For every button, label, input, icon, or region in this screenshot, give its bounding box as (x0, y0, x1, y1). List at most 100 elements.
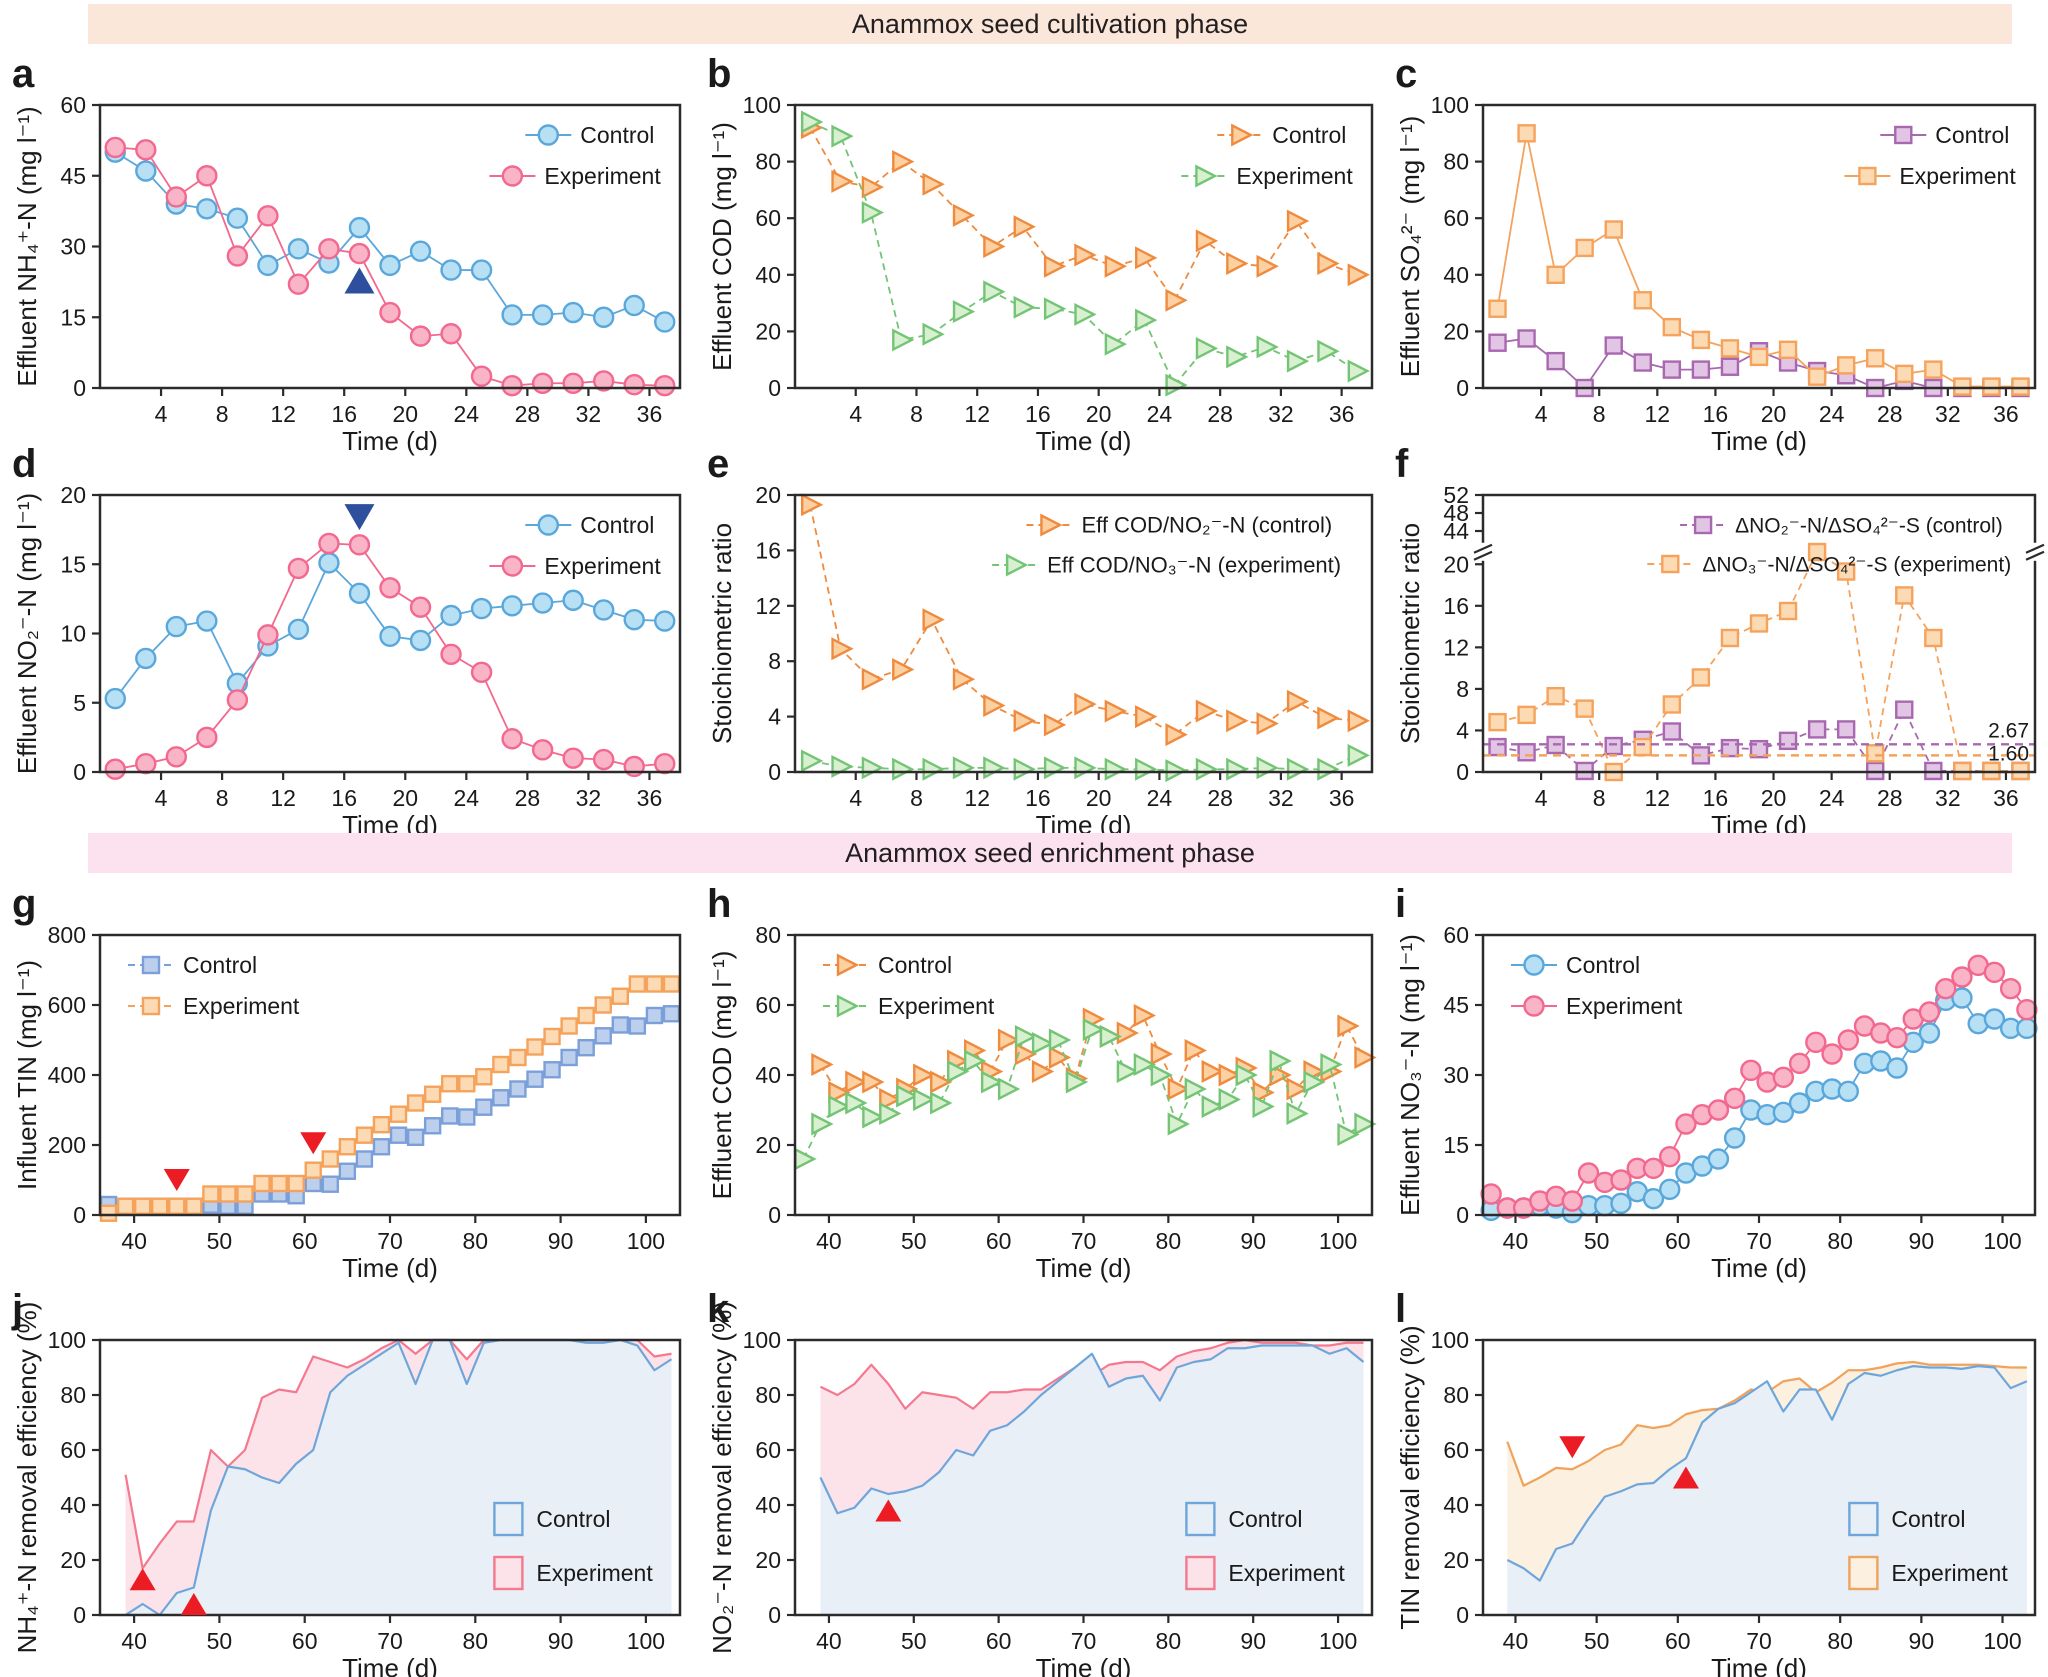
legend-label: Experiment (1236, 163, 1353, 189)
x-tick-label: 16 (1703, 785, 1729, 811)
x-tick-label: 32 (576, 401, 602, 427)
x-tick-label: 8 (910, 401, 923, 427)
panel-letter-h: h (707, 882, 731, 926)
x-axis-label: Time (d) (1711, 1653, 1807, 1677)
series-a-experiment (104, 136, 676, 397)
legend-label: Experiment (1891, 1560, 2008, 1586)
x-tick-label: 8 (910, 785, 923, 811)
panel-c: 4 8 12 16 20 24 28 32 36 0 20 40 60 80 100 Time (d) Effl… (1395, 52, 2037, 456)
x-tick-label: 60 (1665, 1228, 1691, 1254)
y-tick-label: 0 (1456, 1602, 1469, 1628)
legend-label: ΔNO₂⁻-N/ΔSO₄²⁻-S (control) (1735, 514, 2003, 537)
panel-j: 40 50 60 70 80 90 100 0 20 40 60 80 100 Time (d) NH₄⁺-… (11, 1287, 682, 1677)
x-tick-label: 24 (454, 401, 480, 427)
x-tick-label: 36 (1993, 785, 2019, 811)
plot-frame (1481, 103, 2037, 390)
y-tick-label: 40 (1443, 1492, 1469, 1518)
x-axis-label: Time (d) (1711, 426, 1807, 456)
x-tick-label: 32 (1268, 785, 1294, 811)
panel-i: 40 50 60 70 80 90 100 0 15 30 45 60 Time (d) Effluent… (1395, 882, 2038, 1283)
y-tick-label: 40 (755, 262, 781, 288)
x-tick-label: 90 (1909, 1228, 1935, 1254)
x-tick-label: 40 (121, 1628, 147, 1654)
x-tick-label: 28 (1877, 401, 1903, 427)
y-tick-label: 5 (73, 690, 86, 716)
legend-label: ΔNO₃⁻-N/ΔSO₄²⁻-S (experiment) (1702, 553, 2011, 576)
legend-label: Control (1935, 122, 2009, 148)
x-tick-label: 50 (207, 1628, 233, 1654)
x-tick-label: 90 (1240, 1228, 1266, 1254)
y-tick-label: 20 (755, 482, 781, 508)
y-tick-label: 20 (1443, 1547, 1469, 1573)
y-tick-label: 16 (1443, 593, 1469, 619)
series-b-control (800, 116, 1370, 312)
x-tick-label: 24 (1147, 785, 1173, 811)
legend-label: Control (1891, 1506, 1965, 1532)
annotation-triangle-up (344, 267, 375, 294)
panel-letter-k: k (707, 1287, 730, 1331)
banner-enrichment-phase: Anammox seed enrichment phase (88, 833, 2012, 873)
y-tick-label: 60 (755, 992, 781, 1018)
plot-frame (793, 493, 1374, 774)
y-tick-label: 12 (1443, 634, 1469, 660)
legend-label: Experiment (1228, 1560, 1345, 1586)
x-tick-label: 20 (392, 401, 418, 427)
y-tick-label: 200 (48, 1132, 86, 1158)
y-tick-label: 40 (755, 1492, 781, 1518)
series-b-experiment (800, 110, 1370, 397)
x-tick-label: 24 (454, 785, 480, 811)
x-tick-label: 4 (1535, 401, 1548, 427)
y-tick-label: 60 (60, 92, 86, 118)
y-axis-label: NH₄⁺-N removal efficiency (%) (12, 1302, 42, 1654)
x-tick-label: 50 (901, 1628, 927, 1654)
y-tick-label: 40 (1443, 262, 1469, 288)
x-tick-label: 50 (207, 1228, 233, 1254)
y-tick-label: 0 (73, 375, 86, 401)
y-tick-label: 100 (1431, 92, 1469, 118)
legend-k: Control Experiment (1185, 1501, 1345, 1591)
legend-label: Control (536, 1506, 610, 1532)
y-tick-label: 80 (755, 1382, 781, 1408)
y-tick-label: 60 (755, 205, 781, 231)
legend-label: Control (1228, 1506, 1302, 1532)
x-tick-label: 16 (1703, 401, 1729, 427)
legend-e: Eff COD/NO₂⁻-N (control) Eff COD/NO₃⁻-N (… (992, 513, 1341, 578)
y-tick-label: 20 (755, 318, 781, 344)
x-tick-label: 12 (1645, 785, 1671, 811)
series-d-experiment (104, 532, 676, 780)
y-tick-label: 80 (60, 1382, 86, 1408)
x-tick-label: 70 (1746, 1628, 1772, 1654)
x-tick-label: 36 (1329, 401, 1355, 427)
y-tick-label: 15 (60, 551, 86, 577)
y-tick-label: 0 (73, 1602, 86, 1628)
x-tick-label: 100 (1983, 1228, 2021, 1254)
axes-g: 40 50 60 70 80 90 100 0 200 400 600 800 Time (d) Infl… (12, 922, 665, 1283)
x-tick-label: 4 (155, 785, 168, 811)
x-tick-label: 28 (1207, 785, 1233, 811)
x-tick-label: 40 (1503, 1228, 1529, 1254)
y-tick-label: 60 (60, 1437, 86, 1463)
x-tick-label: 24 (1147, 401, 1173, 427)
x-tick-label: 20 (1086, 401, 1112, 427)
y-tick-label: 4 (768, 704, 781, 730)
y-tick-label: 60 (1443, 205, 1469, 231)
annotation-triangle-down (1559, 1436, 1586, 1459)
y-tick-label: 100 (743, 92, 781, 118)
x-tick-label: 16 (1025, 785, 1051, 811)
y-tick-label: 12 (755, 593, 781, 619)
panel-letter-a: a (12, 52, 35, 96)
axes-c: 4 8 12 16 20 24 28 32 36 0 20 40 60 80 100 Time (d) Effl… (1395, 92, 2019, 456)
panel-b: 4 8 12 16 20 24 28 32 36 0 20 40 60 80 100 Time (d) Effl… (707, 52, 1374, 456)
y-tick-label: 20 (1443, 318, 1469, 344)
x-tick-label: 80 (1827, 1228, 1853, 1254)
legend-label: Experiment (536, 1560, 653, 1586)
legend-label: Experiment (1899, 163, 2016, 189)
x-tick-label: 32 (1268, 401, 1294, 427)
x-tick-label: 16 (1025, 401, 1051, 427)
x-tick-label: 70 (377, 1628, 403, 1654)
y-tick-label: 800 (48, 922, 86, 948)
series-f--no-n-so-s-control- (1488, 700, 2030, 781)
